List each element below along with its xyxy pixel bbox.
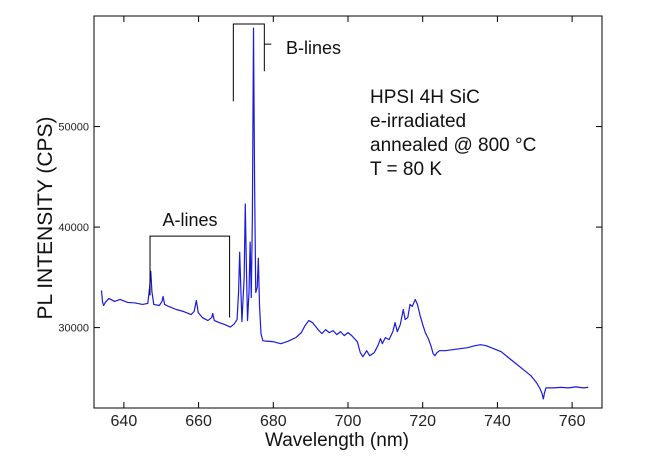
- y-axis-ticks: 30000 40000 50000: [58, 122, 602, 335]
- x-tick-label: 660: [185, 413, 212, 430]
- annotation-b-lines: B-lines: [286, 38, 341, 58]
- sample-info: HPSI 4H SiC e-irradiated annealed @ 800 …: [370, 87, 536, 180]
- x-axis-title: Wavelength (nm): [265, 430, 409, 451]
- x-axis-ticks: 640 660 680 700 720 740 760: [111, 16, 586, 430]
- series-layer: [100, 27, 589, 400]
- sample-info-line: annealed @ 800 °C: [370, 135, 536, 156]
- bracket-layer: [149, 23, 272, 318]
- x-tick-label: 720: [409, 413, 436, 430]
- x-tick-label: 680: [260, 413, 287, 430]
- x-tick-label: 640: [111, 413, 138, 430]
- sample-info-line: HPSI 4H SiC: [370, 87, 480, 108]
- x-tick-label: 740: [484, 413, 511, 430]
- spectrum-series-line: [100, 27, 589, 400]
- a-lines-bracket: [149, 235, 231, 318]
- y-axis-title: PL INTENSITY (CPS): [34, 116, 57, 319]
- y-tick-label: 40000: [58, 222, 89, 234]
- y-tick-label: 30000: [58, 323, 89, 335]
- y-tick-label: 50000: [58, 122, 89, 134]
- annotation-a-lines: A-lines: [162, 210, 217, 230]
- sample-info-line: e-irradiated: [370, 111, 466, 132]
- x-tick-label: 700: [335, 413, 362, 430]
- b-lines-bracket: [232, 23, 265, 102]
- sample-info-line: T = 80 K: [370, 159, 442, 180]
- x-tick-label: 760: [559, 413, 586, 430]
